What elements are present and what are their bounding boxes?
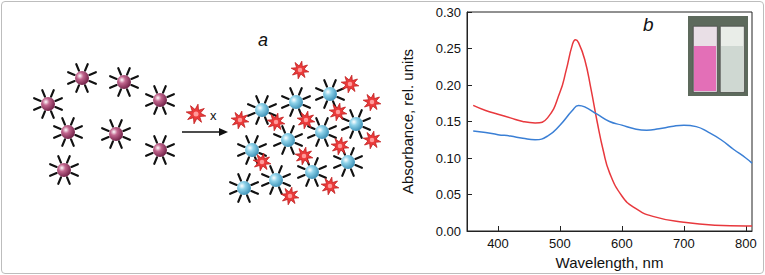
- svg-text:0.05: 0.05: [436, 187, 461, 202]
- svg-text:500: 500: [549, 236, 571, 251]
- svg-text:700: 700: [673, 236, 695, 251]
- svg-text:800: 800: [735, 236, 757, 251]
- svg-text:0.30: 0.30: [436, 5, 461, 20]
- svg-text:Absorbance, rel. units: Absorbance, rel. units: [399, 49, 416, 194]
- svg-text:b: b: [643, 14, 654, 35]
- svg-text:0.20: 0.20: [436, 78, 461, 93]
- svg-text:a: a: [258, 30, 268, 50]
- svg-text:0.25: 0.25: [436, 41, 461, 56]
- svg-text:400: 400: [487, 236, 509, 251]
- svg-text:0.15: 0.15: [436, 114, 461, 129]
- svg-text:Wavelength, nm: Wavelength, nm: [556, 254, 664, 271]
- svg-text:0.00: 0.00: [436, 224, 461, 239]
- svg-text:600: 600: [611, 236, 633, 251]
- svg-text:x: x: [210, 108, 217, 123]
- svg-text:0.10: 0.10: [436, 151, 461, 166]
